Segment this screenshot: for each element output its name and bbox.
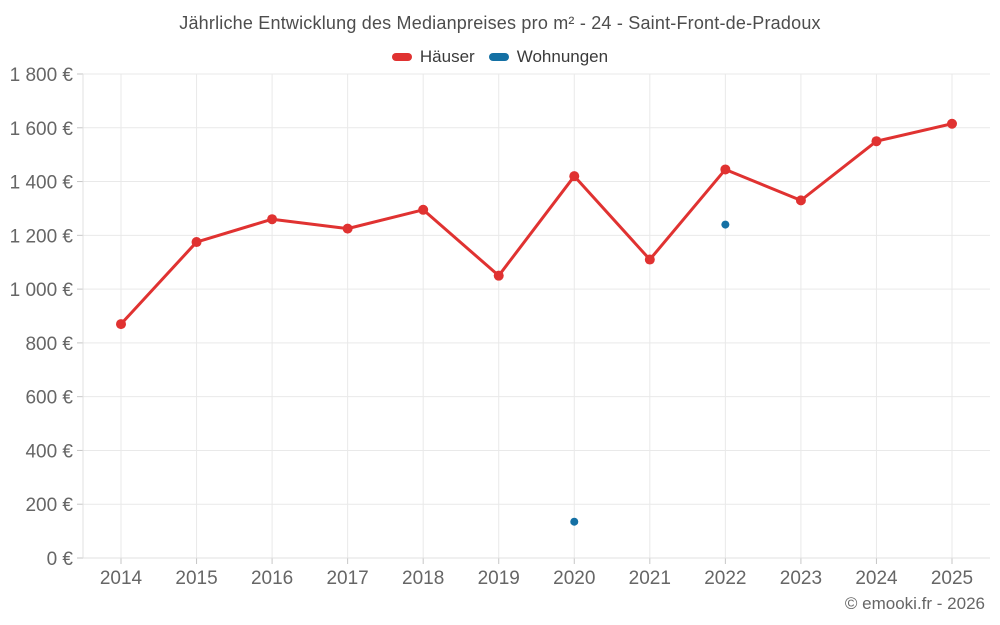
haeuser-point-2023[interactable] — [795, 195, 806, 206]
haeuser-point-2020[interactable] — [569, 171, 580, 182]
wohnungen-point-2022[interactable] — [721, 220, 730, 229]
haeuser-series-swatch-icon — [391, 53, 412, 61]
y-tick-label: 400 € — [25, 441, 73, 462]
y-tick-label: 0 € — [47, 549, 74, 570]
legend-item-haeuser[interactable]: Häuser — [391, 47, 475, 67]
y-tick-label: 1 800 € — [10, 65, 74, 86]
haeuser-point-2021[interactable] — [644, 254, 655, 265]
legend-item-wohnungen[interactable]: Wohnungen — [488, 47, 609, 67]
y-tick-label: 200 € — [25, 495, 73, 516]
haeuser-point-2019[interactable] — [493, 270, 504, 281]
x-tick-label: 2021 — [629, 568, 671, 589]
y-tick-label: 800 € — [25, 334, 73, 355]
legend: Häuser Wohnungen — [0, 47, 1000, 67]
legend-label-wohnungen: Wohnungen — [516, 47, 609, 66]
y-tick-label: 1 400 € — [10, 173, 74, 194]
x-tick-label: 2016 — [251, 568, 293, 589]
haeuser-point-2022[interactable] — [720, 164, 731, 175]
x-tick-label: 2014 — [100, 568, 143, 589]
haeuser-point-2015[interactable] — [191, 237, 202, 248]
x-tick-label: 2020 — [553, 568, 595, 589]
y-tick-label: 1 000 € — [10, 280, 74, 301]
y-tick-label: 600 € — [25, 388, 73, 409]
haeuser-point-2016[interactable] — [267, 214, 278, 225]
x-tick-label: 2022 — [704, 568, 746, 589]
haeuser-line — [119, 122, 954, 326]
x-tick-label: 2018 — [402, 568, 444, 589]
haeuser-point-2025[interactable] — [947, 118, 957, 129]
x-tick-label: 2019 — [478, 568, 520, 589]
x-tick-label: 2024 — [855, 568, 898, 589]
wohnungen-series-swatch-icon — [488, 53, 509, 61]
wohnungen-point-2020[interactable] — [570, 517, 579, 526]
haeuser-point-2018[interactable] — [418, 204, 429, 215]
haeuser-point-2024[interactable] — [871, 136, 882, 147]
x-tick-label: 2023 — [780, 568, 822, 589]
haeuser-point-2014[interactable] — [116, 319, 126, 330]
x-tick-label: 2025 — [931, 568, 973, 589]
legend-label-haeuser: Häuser — [419, 47, 475, 66]
y-tick-label: 1 200 € — [10, 226, 74, 247]
x-tick-label: 2017 — [326, 568, 368, 589]
y-tick-label: 1 600 € — [10, 119, 74, 140]
copyright-text: © emooki.fr - 2026 — [844, 594, 985, 613]
haeuser-point-2017[interactable] — [342, 223, 353, 234]
x-tick-label: 2015 — [175, 568, 217, 589]
chart-title: Jährliche Entwicklung des Medianpreises … — [179, 13, 821, 33]
